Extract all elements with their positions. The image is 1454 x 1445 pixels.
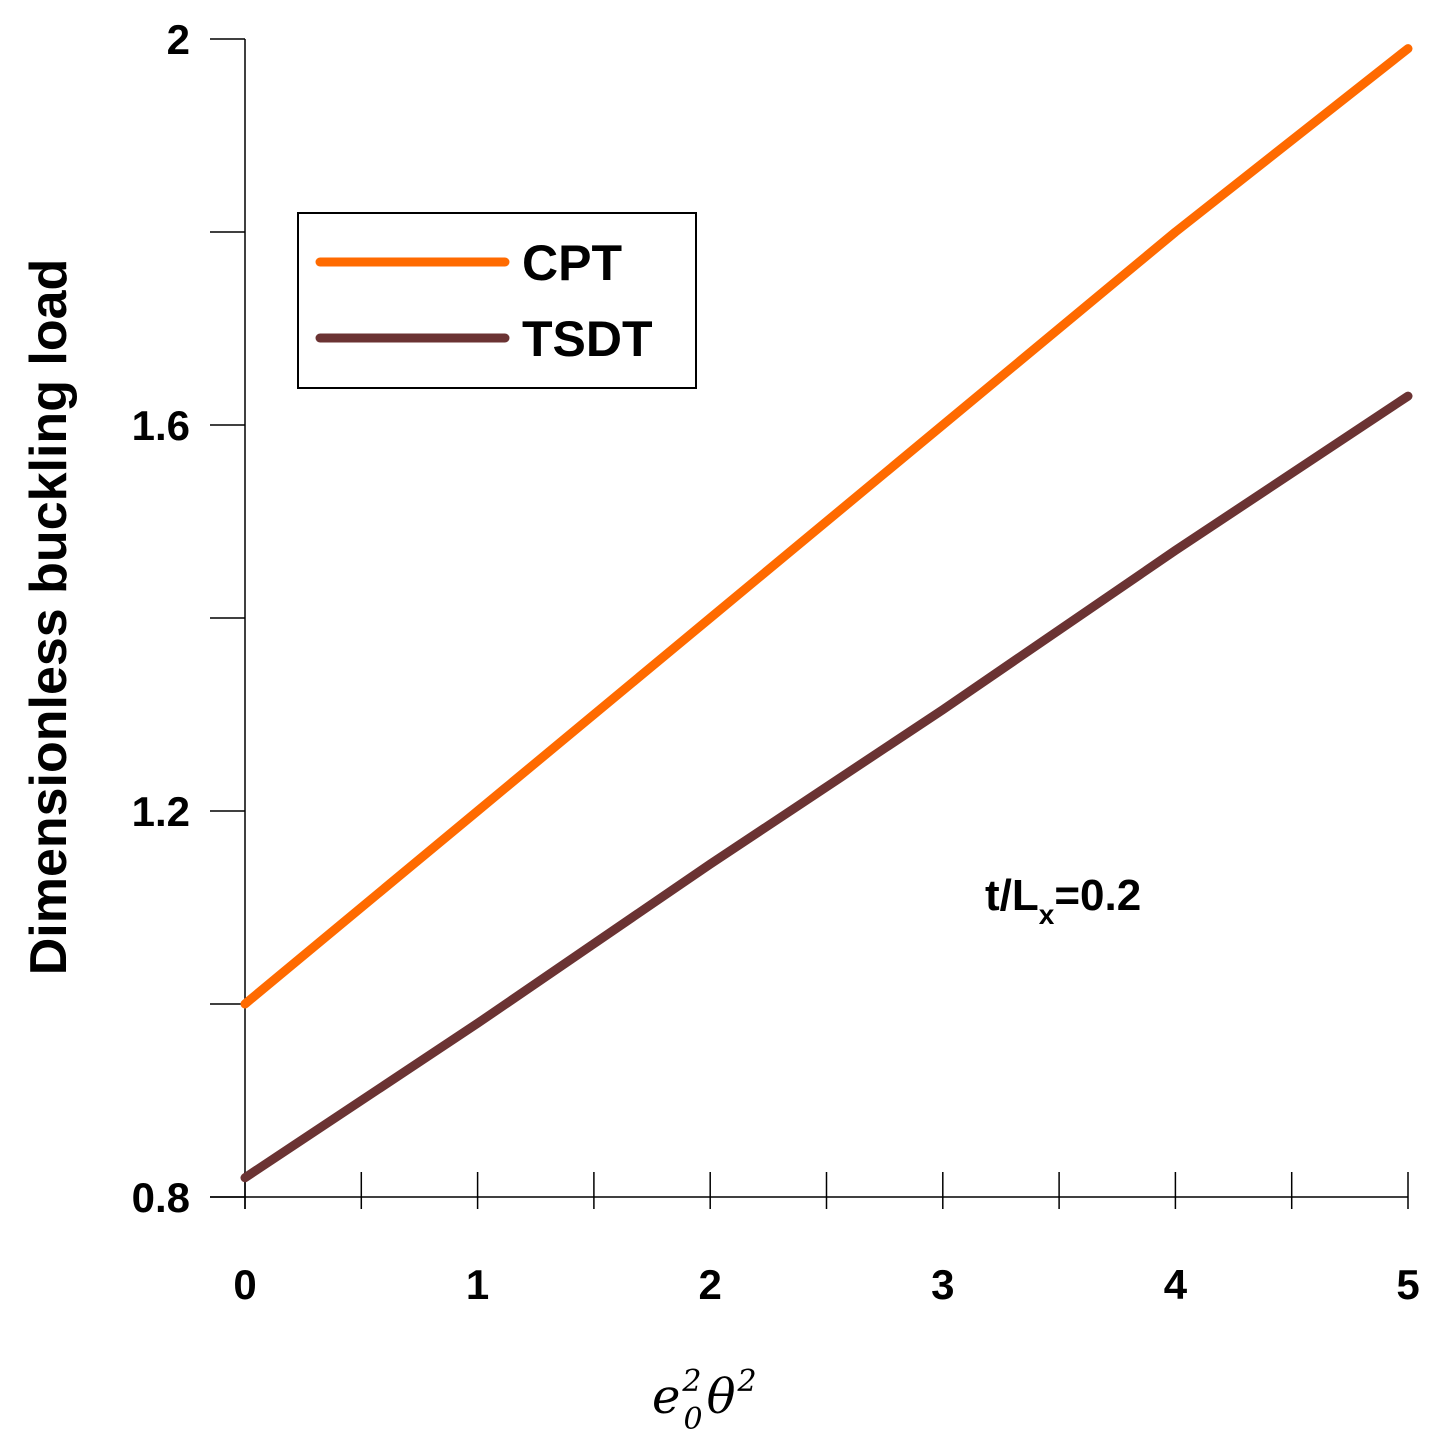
y-tick-label: 2	[167, 16, 190, 63]
x-label-base: e	[652, 1369, 680, 1425]
y-tick-label: 1.6	[132, 402, 190, 449]
series-line-cpt	[240, 44, 1413, 1009]
y-axis-label: Dimensionless buckling load	[20, 259, 78, 976]
y-tick-label: 0.8	[132, 1174, 190, 1221]
legend-label-tsdt: TSDT	[522, 311, 653, 367]
x-tick-label: 5	[1396, 1261, 1419, 1308]
legend: CPT TSDT	[297, 212, 697, 389]
x-label-sub: 0	[684, 1402, 703, 1437]
annotation-suffix: =0.2	[1054, 871, 1141, 920]
annotation-sub: x	[1039, 899, 1055, 930]
x-label-base2: θ	[707, 1369, 736, 1425]
legend-box	[297, 212, 697, 389]
x-tick-label: 2	[699, 1261, 722, 1308]
ratio-annotation: t/Lx=0.2	[985, 871, 1141, 930]
x-tick-label: 1	[466, 1261, 489, 1308]
x-label-sup2: 2	[737, 1364, 757, 1399]
legend-label-cpt: CPT	[522, 235, 622, 291]
x-tick-label: 4	[1164, 1261, 1188, 1308]
axes	[210, 39, 1408, 1209]
annotation-main: t/L	[985, 871, 1039, 920]
x-axis-label: e2 0θ2	[652, 1364, 757, 1437]
series-line-tsdt	[240, 391, 1413, 1183]
x-tick-label: 3	[931, 1261, 954, 1308]
ticks: 0.8 1.2 1.6 2 0 1 2 3 4 5	[132, 16, 1420, 1308]
x-label-sup: 2	[681, 1364, 701, 1399]
series-lines	[240, 44, 1413, 1183]
y-tick-label: 1.2	[132, 788, 190, 835]
x-tick-label: 0	[233, 1261, 256, 1308]
